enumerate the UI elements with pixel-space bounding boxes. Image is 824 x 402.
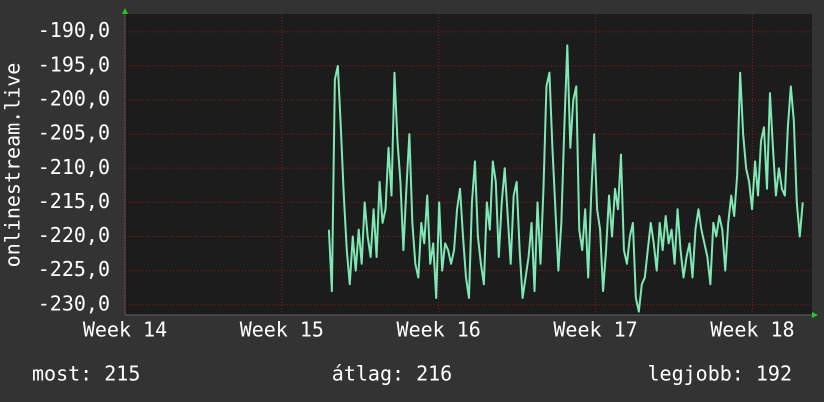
y-axis-label: onlinestream.live [1,63,25,268]
x-tick-label: Week 15 [240,318,324,342]
y-tick-label: -200,0 [38,87,110,111]
x-tick-label: Week 16 [397,318,481,342]
y-tick-label: -225,0 [38,257,110,281]
x-tick-label: Week 17 [553,318,637,342]
data-line [327,44,804,313]
stat: most: 215 [32,362,140,386]
y-tick-label: -230,0 [38,291,110,315]
y-tick-label: -205,0 [38,121,110,145]
stat: átlag: 216 [332,362,452,386]
axis-arrow [812,312,818,318]
y-tick-label: -195,0 [38,52,110,76]
plot-area [125,14,812,315]
x-tick-label: Week 14 [83,318,167,342]
stat: legjobb: 192 [648,362,793,386]
axis-arrow [122,8,128,14]
x-tick-label: Week 18 [710,318,794,342]
y-tick-label: -190,0 [38,18,110,42]
y-tick-label: -215,0 [38,189,110,213]
y-tick-label: -220,0 [38,223,110,247]
y-tick-label: -210,0 [38,155,110,179]
